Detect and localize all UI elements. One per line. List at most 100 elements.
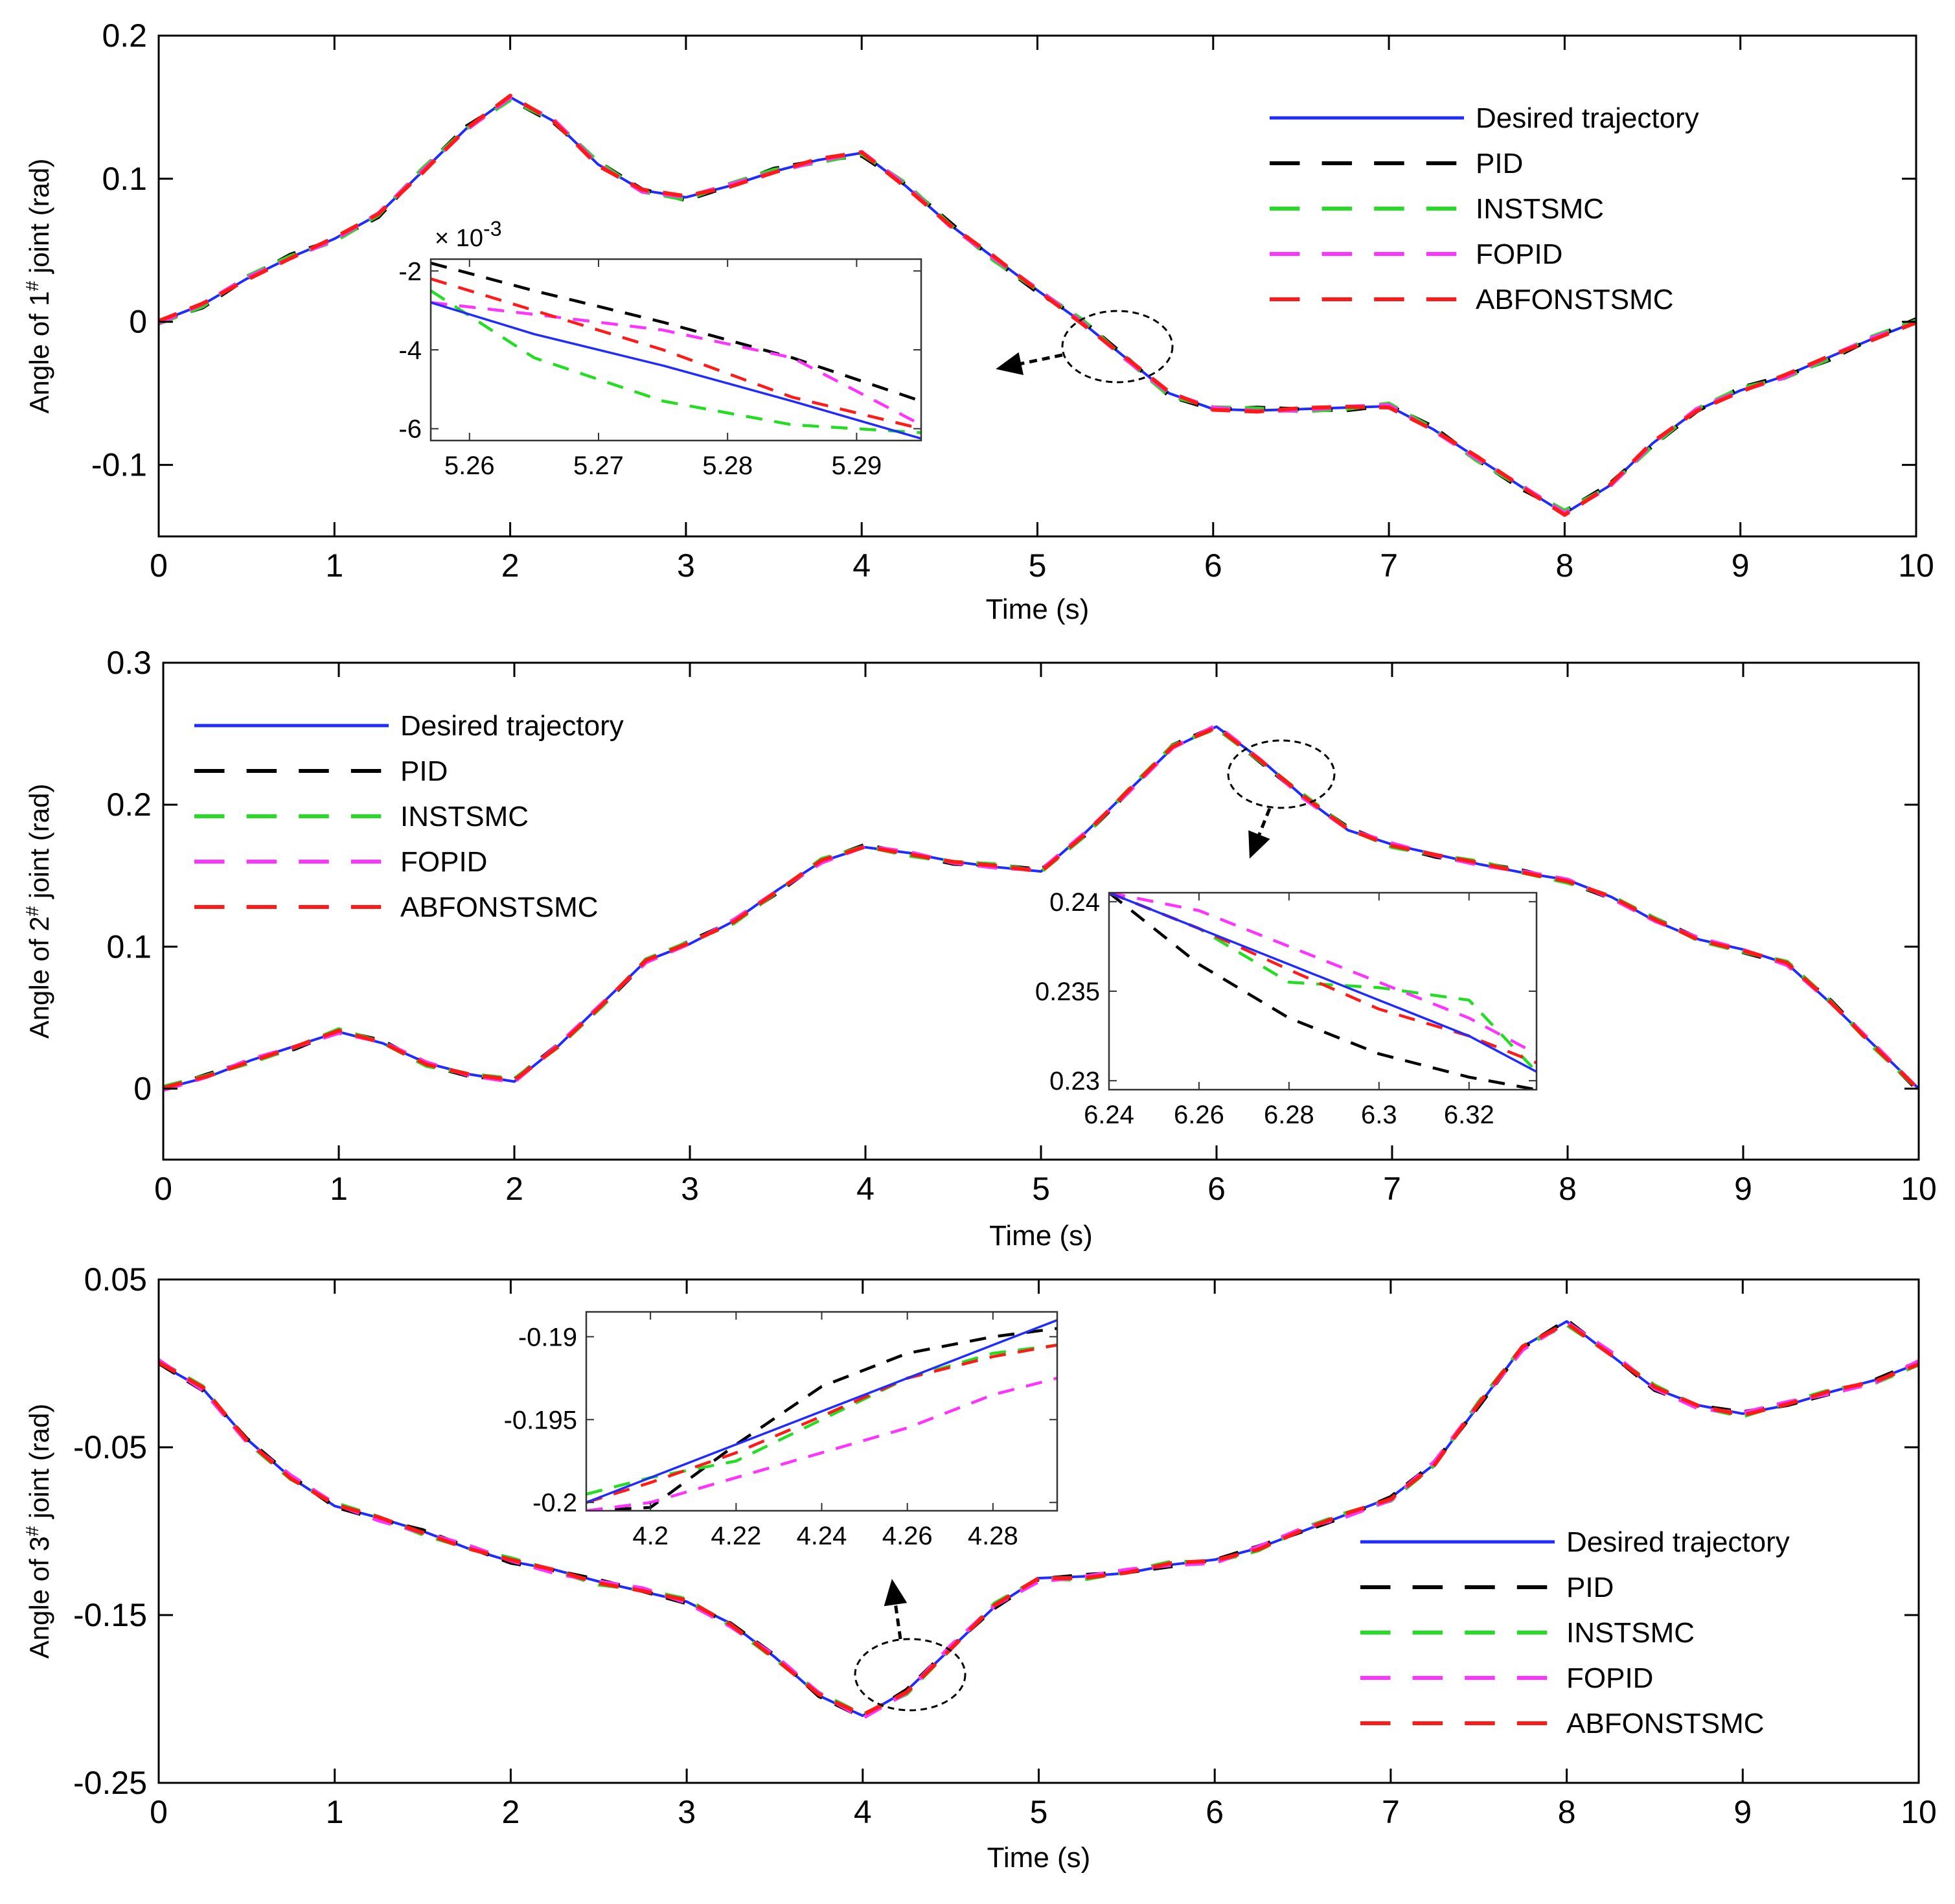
inset-series-desired-line (586, 1319, 1057, 1504)
legend-entry-instsmc: INSTSMC (1270, 193, 1604, 225)
inset-series-desired-line (1109, 893, 1537, 1073)
x-tick-label: 3 (678, 1794, 696, 1830)
y-axis-label-main: Angle of 3 (24, 1536, 54, 1658)
inset-axes: 4.2 4.22 4.24 4.26 4.28 -0.2 -0.195 -0.19 (504, 1311, 1058, 1550)
legend-label-instsmc: INSTSMC (1566, 1617, 1695, 1649)
x-axis-label: Time (s) (989, 1220, 1093, 1252)
series-abfonstsmc-line (159, 93, 1916, 517)
inset-axes: 5.26 5.27 5.28 5.29 -6 -4 -2 × 10-3 (398, 217, 922, 480)
x-tick-label: 1 (325, 547, 343, 584)
inset-background (1109, 893, 1537, 1090)
x-tick-label: 2 (501, 547, 520, 584)
inset-x-tick-label: 4.22 (711, 1522, 761, 1550)
x-tick-label: 6 (1207, 1171, 1226, 1207)
y-tick-label: 0 (129, 304, 147, 340)
legend-label-fopid: FOPID (1476, 238, 1562, 270)
inset-series-pid-line (431, 261, 921, 403)
inset-y-tick-label: -0.19 (518, 1323, 577, 1351)
x-tick-label: 6 (1206, 1794, 1224, 1830)
x-axis-label: Time (s) (987, 1842, 1091, 1874)
inset-exponent-base: × 10 (435, 225, 483, 252)
zoom-region-ellipse (1227, 739, 1336, 809)
x-tick-label: 6 (1204, 547, 1222, 584)
legend-label-fopid: FOPID (1566, 1662, 1653, 1694)
x-tick-label: 3 (681, 1171, 699, 1207)
legend-label-desired: Desired trajectory (400, 710, 624, 742)
y-tick-label: -0.1 (91, 447, 147, 483)
inset-exponent-power: -3 (483, 217, 501, 240)
inset-y-tick-label: -6 (398, 415, 422, 444)
inset-axes: 6.24 6.26 6.28 6.3 6.32 0.23 0.235 0.24 (1035, 888, 1538, 1129)
inset-series-fopid-line (431, 301, 921, 426)
x-tick-label: 9 (1732, 547, 1750, 584)
inset-series-abfonstsmc-line (586, 1343, 1057, 1504)
y-axis-label-main: Angle of 1 (24, 291, 54, 413)
legend-entry-pid: PID (1360, 1572, 1614, 1603)
legend-label-desired: Desired trajectory (1566, 1526, 1790, 1558)
inset-exponent-label: × 10-3 (435, 217, 501, 252)
zoom-arrow-head (996, 352, 1023, 375)
zoom-region-ellipse (1061, 310, 1174, 384)
legend-label-fopid: FOPID (400, 846, 487, 878)
x-tick-label: 7 (1382, 1794, 1400, 1830)
y-tick-label: 0 (133, 1070, 152, 1107)
legend-label-pid: PID (1566, 1572, 1614, 1603)
inset-x-tick-label: 5.28 (702, 452, 753, 480)
inset-y-tick-label: -2 (398, 257, 422, 286)
inset-series-fopid-line (1109, 893, 1537, 1055)
x-tick-label: 4 (854, 1794, 872, 1830)
y-tick-label: 0.1 (106, 928, 152, 965)
x-tick-label: 1 (330, 1171, 348, 1207)
panel-2: 0 1 2 3 4 5 6 7 8 9 10 0 0.1 0.2 0.3 Time (s) Angle of 2… (22, 645, 1937, 1252)
inset-x-tick-label: 6.26 (1174, 1101, 1224, 1129)
legend-entry-instsmc: INSTSMC (194, 801, 529, 832)
x-tick-label: 7 (1383, 1171, 1401, 1207)
zoom-region-ellipse (854, 1638, 966, 1712)
y-tick-label: 0.05 (84, 1261, 147, 1298)
y-tick-label: -0.25 (73, 1765, 147, 1801)
y-tick-label: 0.1 (102, 161, 147, 197)
zoom-arrow-head (1248, 830, 1270, 859)
y-axis-label-main: Angle of 2 (24, 916, 54, 1038)
legend-entry-abfonstsmc: ABFONSTSMC (1360, 1708, 1765, 1739)
y-tick-label: -0.15 (73, 1597, 147, 1633)
inset-x-tick-label: 4.26 (882, 1522, 933, 1550)
inset-x-tick-label: 6.32 (1444, 1101, 1494, 1129)
inset-background (431, 259, 921, 441)
y-axis-label-rest: joint (rad) (24, 1404, 54, 1526)
x-tick-label: 8 (1559, 1171, 1577, 1207)
y-tick-label: 0.3 (106, 645, 152, 681)
inset-x-tick-label: 6.24 (1084, 1101, 1134, 1129)
legend-entry-pid: PID (194, 755, 448, 787)
inset-y-tick-label: 0.235 (1035, 978, 1100, 1006)
legend-label-abfonstsmc: ABFONSTSMC (400, 891, 599, 923)
x-tick-label: 0 (154, 1171, 172, 1207)
series-abfonstsmc-line (163, 725, 1919, 1091)
legend-label-instsmc: INSTSMC (1476, 193, 1604, 225)
x-tick-label: 4 (852, 547, 871, 584)
panel-1: 0 1 2 3 4 5 6 7 8 9 10 -0.1 0 0.1 0.2 Time (s) Angle of … (22, 17, 1934, 625)
legend-label-abfonstsmc: ABFONSTSMC (1566, 1708, 1765, 1739)
y-axis-label-sup: # (22, 281, 42, 291)
legend: Desired trajectory PID INSTSMC FOPID ABFONST… (194, 710, 624, 923)
x-tick-label: 8 (1558, 1794, 1576, 1830)
panel-3: 0 1 2 3 4 5 6 7 8 9 10 -0.25 -0.15 -0.05 0.05 Time (s) A… (22, 1261, 1937, 1874)
series-abfonstsmc-line (159, 1321, 1919, 1717)
zoom-arrow-head (884, 1579, 908, 1607)
x-tick-label: 9 (1734, 1171, 1752, 1207)
legend-label-pid: PID (400, 755, 448, 787)
y-tick-label: -0.05 (73, 1429, 147, 1465)
y-axis-label-rest: joint (rad) (24, 784, 54, 906)
x-tick-label: 3 (677, 547, 695, 584)
inset-y-tick-label: 0.24 (1049, 888, 1100, 917)
x-tick-label: 0 (150, 1794, 168, 1830)
inset-x-tick-label: 5.29 (831, 452, 882, 480)
inset-series-desired-line (431, 301, 921, 440)
legend-label-abfonstsmc: ABFONSTSMC (1476, 284, 1674, 315)
inset-x-tick-label: 4.24 (797, 1522, 847, 1550)
inset-series-fopid-line (586, 1377, 1057, 1511)
legend-label-desired: Desired trajectory (1476, 102, 1699, 134)
